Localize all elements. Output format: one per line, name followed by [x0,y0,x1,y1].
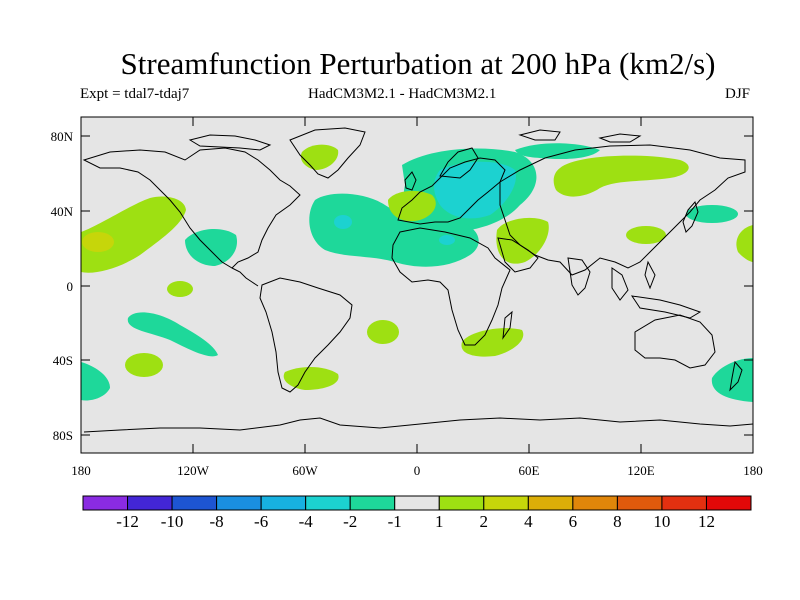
y-tick-0: 0 [67,279,74,294]
colorbar-label: 10 [653,512,670,531]
coastline-antarctica [83,417,753,433]
colorbar-swatch [305,495,351,511]
x-tick-180-left: 180 [71,463,91,478]
colorbar-swatch [705,495,752,511]
map-title: Streamfunction Perturbation at 200 hPa (… [120,46,716,81]
model-label: HadCM3M2.1 - HadCM3M2.1 [308,86,497,102]
colorbar-label: -1 [388,512,402,531]
colorbar-label: -8 [210,512,224,531]
x-tick-0: 0 [414,463,421,478]
colorbar [82,495,752,511]
coastline-scandinavia [439,147,479,179]
contour-positive-greenland [300,144,339,170]
colorbar-swatch [572,495,618,511]
coastline-japan [682,200,699,233]
colorbar-label: 2 [480,512,489,531]
coastlines [82,127,753,433]
coastline-south-america [259,277,353,393]
coastline-arabia [497,237,539,273]
colorbar-labels: -12 -10 -8 -6 -4 -2 -1 1 2 4 6 8 10 12 [116,512,715,531]
coastline-north-america [82,147,301,269]
coastline-canada-islands [188,134,272,151]
colorbar-swatch [127,495,173,511]
contour-positive-siberia [553,155,689,197]
contour-negative-southern-right [711,358,753,402]
contour-positive-date-line [736,225,753,262]
contour-strong-negative-eurasia [434,161,516,219]
colorbar-label: -2 [343,512,357,531]
colorbar-swatch [260,495,307,511]
colorbar-swatch [349,495,396,511]
colorbar-swatch [216,495,262,511]
coastline-madagascar [502,310,513,340]
colorbar-swatch [438,495,485,511]
colorbar-label: 4 [524,512,533,531]
colorbar-swatch [483,495,529,511]
y-tick-80s: 80S [53,428,73,443]
contour-positive-central-pacific [167,281,193,297]
coastline-europe [397,157,506,225]
coastline-british-isles [404,171,417,191]
y-tick-80n: 80N [51,129,74,144]
contour-fill-layer [81,143,753,402]
colorbar-swatch [394,495,440,511]
tick-marks [81,117,753,453]
coastline-australia [634,314,716,369]
colorbar-label: -10 [161,512,184,531]
colorbar-label: -6 [254,512,268,531]
contour-positive-south-africa [461,328,524,357]
contour-positive-north-pacific [81,196,186,273]
contour-positive-east-asia [626,226,666,244]
coastline-africa [391,227,511,346]
contour-negative-west-pacific [686,205,738,223]
colorbar-swatch [616,495,663,511]
x-tick-180-right: 180 [743,463,763,478]
contour-strong-positive-north-pacific [82,232,114,252]
contour-negative-atlantic [309,193,479,267]
colorbar-label: 12 [698,512,715,531]
contour-positive-south-pacific [125,353,163,377]
colorbar-label: -12 [116,512,139,531]
contour-positive-middle-east [496,217,549,264]
colorbar-swatch [171,495,218,511]
colorbar-label: 6 [569,512,578,531]
coastline-central-america [231,267,259,287]
colorbar-swatch [661,495,707,511]
x-tick-120w: 120W [177,463,210,478]
contour-negative-arctic [515,143,600,160]
contour-positive-patagonia [283,366,339,390]
season-label: DJF [725,86,751,102]
coastline-southeast-asia [611,260,702,319]
x-tick-60e: 60E [519,463,540,478]
x-tick-120e: 120E [627,463,655,478]
colorbar-label: -4 [299,512,314,531]
colorbar-label: 1 [435,512,444,531]
colorbar-swatch [527,495,574,511]
coastline-india [567,257,591,296]
y-tick-40n: 40N [51,204,74,219]
y-tick-40s: 40S [53,353,73,368]
contour-negative-southern-left [81,362,110,401]
coastline-arctic-islands [518,129,642,143]
contour-negative-south-pacific [127,312,218,357]
contour-strong-negative-atlantic [334,215,352,229]
contour-positive-south-atlantic [367,320,399,344]
coastline-asia [499,144,746,276]
experiment-label: Expt = tdal7-tdaj7 [80,86,190,102]
contour-strong-negative-mediterranean [439,235,455,245]
coastline-new-zealand [729,360,743,392]
x-tick-60w: 60W [292,463,318,478]
colorbar-label: 8 [613,512,622,531]
colorbar-swatch [82,495,129,511]
coastline-greenland [289,127,366,179]
